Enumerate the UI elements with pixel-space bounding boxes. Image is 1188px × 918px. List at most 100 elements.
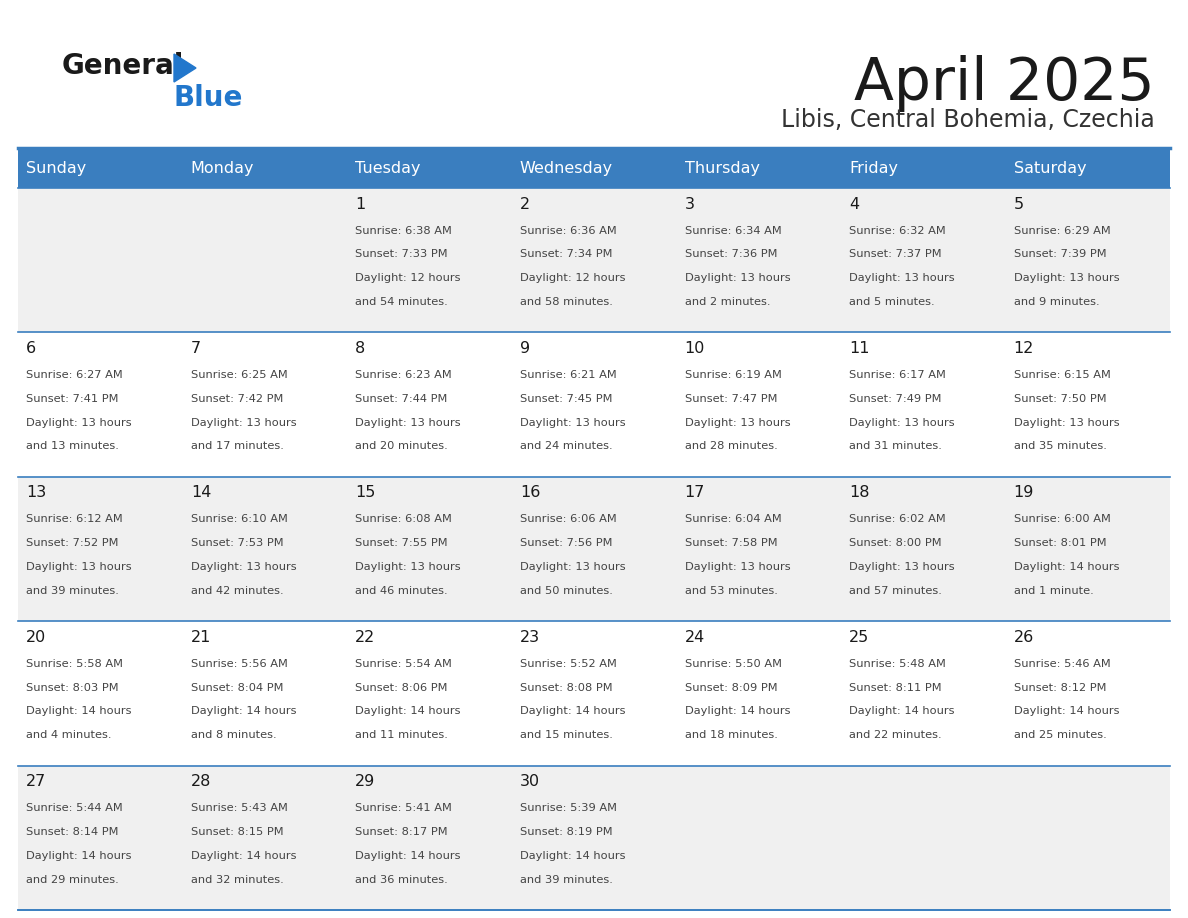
Text: 1: 1 — [355, 196, 366, 212]
Text: and 18 minutes.: and 18 minutes. — [684, 730, 777, 740]
Text: and 15 minutes.: and 15 minutes. — [520, 730, 613, 740]
Bar — [18, 332, 1170, 476]
Text: 9: 9 — [520, 341, 530, 356]
Text: Sunrise: 6:19 AM: Sunrise: 6:19 AM — [684, 370, 782, 380]
Text: Wednesday: Wednesday — [520, 161, 613, 175]
Text: Sunrise: 6:23 AM: Sunrise: 6:23 AM — [355, 370, 453, 380]
Text: and 5 minutes.: and 5 minutes. — [849, 297, 935, 307]
Text: and 54 minutes.: and 54 minutes. — [355, 297, 448, 307]
Text: and 11 minutes.: and 11 minutes. — [355, 730, 448, 740]
Text: General: General — [62, 52, 184, 80]
Text: 13: 13 — [26, 486, 46, 500]
Text: Sunrise: 5:54 AM: Sunrise: 5:54 AM — [355, 659, 453, 668]
Text: 7: 7 — [191, 341, 201, 356]
Text: and 46 minutes.: and 46 minutes. — [355, 586, 448, 596]
Text: and 57 minutes.: and 57 minutes. — [849, 586, 942, 596]
Text: Sunrise: 6:38 AM: Sunrise: 6:38 AM — [355, 226, 453, 236]
Text: Sunset: 7:36 PM: Sunset: 7:36 PM — [684, 250, 777, 260]
Text: Daylight: 14 hours: Daylight: 14 hours — [191, 851, 296, 861]
Text: Sunset: 7:49 PM: Sunset: 7:49 PM — [849, 394, 942, 404]
Text: Daylight: 14 hours: Daylight: 14 hours — [1013, 562, 1119, 572]
Text: Sunrise: 6:21 AM: Sunrise: 6:21 AM — [520, 370, 617, 380]
Text: Sunset: 8:11 PM: Sunset: 8:11 PM — [849, 683, 942, 692]
Text: 17: 17 — [684, 486, 704, 500]
Polygon shape — [173, 54, 196, 82]
Text: Sunrise: 6:34 AM: Sunrise: 6:34 AM — [684, 226, 782, 236]
Text: Thursday: Thursday — [684, 161, 759, 175]
Text: 19: 19 — [1013, 486, 1034, 500]
Text: Sunrise: 5:44 AM: Sunrise: 5:44 AM — [26, 803, 124, 813]
Text: and 8 minutes.: and 8 minutes. — [191, 730, 277, 740]
Text: Sunset: 7:52 PM: Sunset: 7:52 PM — [26, 538, 119, 548]
Text: 27: 27 — [26, 774, 46, 789]
Text: 2: 2 — [520, 196, 530, 212]
Text: 20: 20 — [26, 630, 46, 644]
Text: and 29 minutes.: and 29 minutes. — [26, 875, 119, 885]
Text: Sunset: 7:34 PM: Sunset: 7:34 PM — [520, 250, 613, 260]
Text: Sunrise: 6:15 AM: Sunrise: 6:15 AM — [1013, 370, 1111, 380]
Text: and 50 minutes.: and 50 minutes. — [520, 586, 613, 596]
Text: 29: 29 — [355, 774, 375, 789]
Text: and 9 minutes.: and 9 minutes. — [1013, 297, 1099, 307]
Text: Sunset: 7:41 PM: Sunset: 7:41 PM — [26, 394, 119, 404]
Text: Daylight: 13 hours: Daylight: 13 hours — [849, 562, 955, 572]
Bar — [18, 476, 1170, 621]
Text: Sunset: 8:19 PM: Sunset: 8:19 PM — [520, 827, 613, 837]
Text: Sunrise: 5:52 AM: Sunrise: 5:52 AM — [520, 659, 617, 668]
Text: Sunset: 7:42 PM: Sunset: 7:42 PM — [191, 394, 283, 404]
Text: 24: 24 — [684, 630, 704, 644]
Text: Monday: Monday — [191, 161, 254, 175]
Text: Sunset: 8:03 PM: Sunset: 8:03 PM — [26, 683, 119, 692]
Text: and 20 minutes.: and 20 minutes. — [355, 442, 448, 452]
Text: Daylight: 13 hours: Daylight: 13 hours — [520, 418, 626, 428]
Text: Sunset: 7:33 PM: Sunset: 7:33 PM — [355, 250, 448, 260]
Text: Libis, Central Bohemia, Czechia: Libis, Central Bohemia, Czechia — [782, 108, 1155, 132]
Text: Daylight: 14 hours: Daylight: 14 hours — [26, 706, 132, 716]
Text: Daylight: 14 hours: Daylight: 14 hours — [355, 706, 461, 716]
Text: 10: 10 — [684, 341, 704, 356]
Text: 11: 11 — [849, 341, 870, 356]
Bar — [676, 148, 841, 188]
Text: and 1 minute.: and 1 minute. — [1013, 586, 1093, 596]
Text: Sunset: 7:50 PM: Sunset: 7:50 PM — [1013, 394, 1106, 404]
Text: Daylight: 12 hours: Daylight: 12 hours — [520, 274, 625, 283]
Text: Sunset: 8:08 PM: Sunset: 8:08 PM — [520, 683, 613, 692]
Text: 25: 25 — [849, 630, 870, 644]
Bar — [1005, 148, 1170, 188]
Text: Sunday: Sunday — [26, 161, 87, 175]
Text: and 39 minutes.: and 39 minutes. — [26, 586, 119, 596]
Text: and 35 minutes.: and 35 minutes. — [1013, 442, 1106, 452]
Bar — [512, 148, 676, 188]
Text: Sunset: 7:47 PM: Sunset: 7:47 PM — [684, 394, 777, 404]
Text: and 28 minutes.: and 28 minutes. — [684, 442, 777, 452]
Bar — [183, 148, 347, 188]
Text: Sunset: 8:14 PM: Sunset: 8:14 PM — [26, 827, 119, 837]
Bar — [347, 148, 512, 188]
Text: Sunrise: 5:48 AM: Sunrise: 5:48 AM — [849, 659, 946, 668]
Text: Daylight: 13 hours: Daylight: 13 hours — [191, 418, 297, 428]
Text: 30: 30 — [520, 774, 541, 789]
Text: Daylight: 13 hours: Daylight: 13 hours — [191, 562, 297, 572]
Text: 28: 28 — [191, 774, 211, 789]
Text: 26: 26 — [1013, 630, 1034, 644]
Text: Sunset: 7:45 PM: Sunset: 7:45 PM — [520, 394, 613, 404]
Text: 5: 5 — [1013, 196, 1024, 212]
Text: Sunset: 7:58 PM: Sunset: 7:58 PM — [684, 538, 777, 548]
Text: April 2025: April 2025 — [854, 55, 1155, 112]
Text: Daylight: 13 hours: Daylight: 13 hours — [849, 418, 955, 428]
Text: Daylight: 13 hours: Daylight: 13 hours — [355, 418, 461, 428]
Text: Daylight: 14 hours: Daylight: 14 hours — [355, 851, 461, 861]
Text: and 13 minutes.: and 13 minutes. — [26, 442, 119, 452]
Text: Daylight: 14 hours: Daylight: 14 hours — [520, 706, 625, 716]
Text: Sunrise: 6:27 AM: Sunrise: 6:27 AM — [26, 370, 124, 380]
Text: Daylight: 14 hours: Daylight: 14 hours — [1013, 706, 1119, 716]
Text: Tuesday: Tuesday — [355, 161, 421, 175]
Text: Daylight: 13 hours: Daylight: 13 hours — [26, 562, 132, 572]
Text: Saturday: Saturday — [1013, 161, 1086, 175]
Text: Sunrise: 5:43 AM: Sunrise: 5:43 AM — [191, 803, 287, 813]
Text: and 24 minutes.: and 24 minutes. — [520, 442, 613, 452]
Text: Sunset: 8:15 PM: Sunset: 8:15 PM — [191, 827, 284, 837]
Text: Sunset: 8:12 PM: Sunset: 8:12 PM — [1013, 683, 1106, 692]
Text: Sunset: 7:53 PM: Sunset: 7:53 PM — [191, 538, 284, 548]
Text: and 22 minutes.: and 22 minutes. — [849, 730, 942, 740]
